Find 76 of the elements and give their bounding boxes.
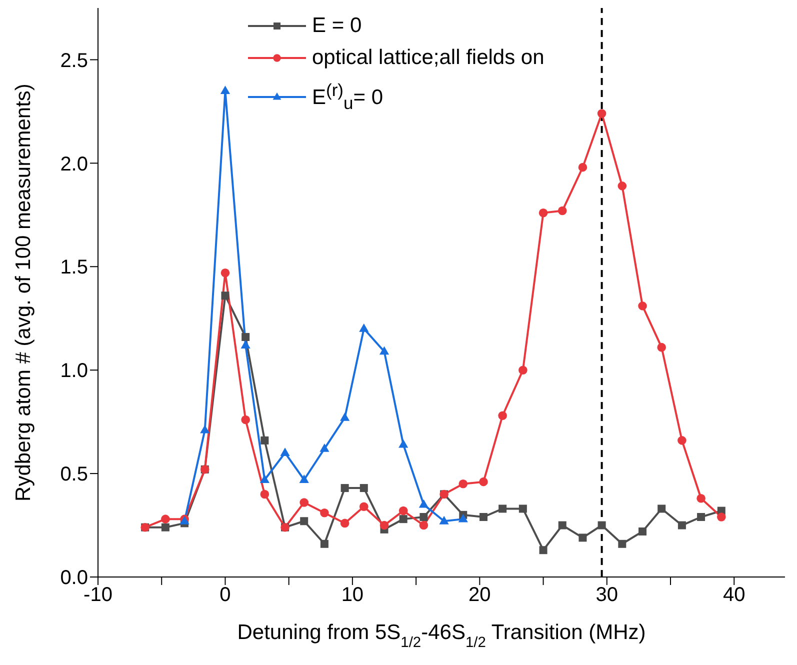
point (479, 512, 488, 521)
y-axis-title: Rydberg atom # (avg. of 100 measurements) (12, 84, 35, 502)
point (697, 512, 706, 521)
point (220, 86, 230, 94)
point (260, 436, 269, 444)
point (498, 411, 507, 420)
point (597, 109, 606, 118)
x-tick-label: 20 (468, 584, 491, 606)
point (678, 436, 686, 445)
y-tick-label: 0.5 (60, 464, 88, 486)
y-tick-label: 1.0 (60, 360, 88, 382)
y-tick-label: 2.5 (60, 50, 88, 72)
point (538, 208, 548, 218)
point (300, 498, 308, 507)
x-tick-label: 40 (722, 584, 746, 606)
point (260, 474, 270, 483)
point (716, 512, 726, 522)
point (518, 504, 527, 513)
point (379, 346, 390, 355)
point (678, 521, 686, 530)
x-axis-title: Detuning from 5S$_{1/2}$-46S$_{1/2}$ Transition (MHz) (237, 621, 646, 651)
legend-label: optical lattice;all fields on (312, 45, 544, 71)
point (578, 162, 588, 172)
point (359, 502, 368, 512)
point (638, 527, 647, 536)
point (399, 515, 408, 524)
point (161, 514, 170, 524)
point (241, 415, 250, 424)
point (618, 182, 627, 190)
point (419, 520, 428, 530)
point (360, 484, 368, 492)
x-tick-label: 30 (596, 584, 618, 606)
point (220, 268, 230, 278)
point (598, 521, 606, 530)
point (300, 517, 308, 526)
point (618, 540, 626, 548)
point (696, 494, 706, 503)
point (320, 444, 330, 452)
point (657, 342, 666, 352)
y-tick-label: 2.0 (60, 153, 88, 176)
point (458, 479, 468, 488)
y-tick-label: 1.5 (60, 256, 88, 279)
point (340, 412, 350, 421)
x-tick-label: 0 (220, 584, 231, 606)
legend-label: E$^{(r)}$$_{u}$= 0 (312, 79, 384, 116)
point (380, 520, 389, 530)
point (558, 206, 567, 216)
point (418, 499, 428, 508)
point (280, 448, 290, 456)
point (161, 523, 170, 532)
legend-label: E = 0 (312, 13, 362, 39)
point (320, 540, 328, 548)
point (200, 424, 210, 434)
point (439, 516, 449, 524)
point (299, 474, 309, 483)
point (340, 484, 349, 492)
point (518, 366, 528, 374)
point (320, 508, 329, 518)
point (398, 506, 408, 516)
point (260, 490, 270, 499)
point (658, 504, 666, 513)
point (558, 521, 566, 530)
point (420, 512, 428, 521)
point (240, 340, 250, 348)
point (638, 302, 647, 310)
point (359, 324, 369, 332)
point (479, 477, 488, 486)
x-tick-label: 10 (341, 584, 364, 606)
point (340, 518, 350, 528)
point (578, 534, 587, 542)
point (539, 546, 548, 554)
point (398, 439, 408, 448)
point (221, 292, 230, 300)
point (242, 332, 250, 341)
point (458, 514, 468, 522)
point (498, 504, 507, 513)
